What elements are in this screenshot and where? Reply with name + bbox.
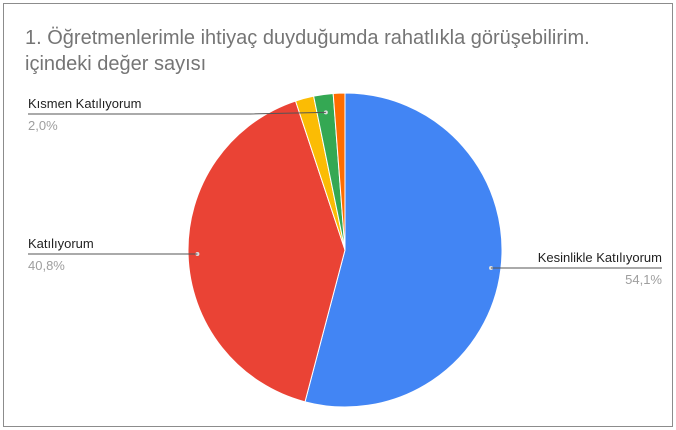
pie-slice-3-label: Kısmen Katılıyorum [28,96,141,111]
pie-slice-3-leader-line [28,111,326,115]
pie-slice-1-value: 40,8% [28,258,65,273]
chart-title: 1. Öğretmenlerimle ihtiyaç duyduğumda ra… [25,25,655,77]
pie-slice-0-value: 54,1% [625,272,662,287]
chart-title-line-2: içindeki değer sayısı [25,53,207,75]
pie-slice-3-value: 2,0% [28,118,58,133]
pie-slice-1-label: Katılıyorum [28,236,94,251]
chart-title-line-1: 1. Öğretmenlerimle ihtiyaç duyduğumda ra… [25,27,590,49]
pie-slice-4 [332,92,346,251]
pie-slice-0-label: Kesinlikle Katılıyorum [538,250,662,265]
pie-slice-0 [304,92,503,408]
pie-slice-1 [187,100,346,403]
